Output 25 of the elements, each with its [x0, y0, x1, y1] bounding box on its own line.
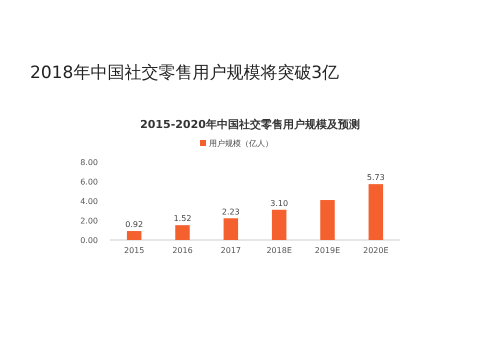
x-tick-label: 2016 — [172, 246, 193, 255]
data-label: 2.23 — [222, 207, 240, 216]
x-tick-label: 2018E — [266, 246, 292, 255]
y-tick-label: 2.00 — [80, 216, 98, 226]
x-tick-label: 2017 — [220, 246, 242, 255]
x-tick-label: 2015 — [124, 246, 144, 255]
data-label: 1.52 — [174, 214, 192, 224]
bar — [272, 210, 286, 240]
y-tick-label: 6.00 — [80, 178, 98, 186]
bar — [368, 184, 384, 240]
data-label: 5.73 — [366, 173, 385, 182]
x-tick-label: 2020E — [363, 246, 389, 255]
chart-subtitle: 2015-2020年中国社交零售用户规模及预测 — [140, 118, 360, 131]
bar — [224, 218, 238, 240]
y-tick-label: 4.00 — [80, 197, 98, 206]
legend-label: 用户规模（亿人） — [209, 139, 273, 148]
x-tick-label: 2019E — [314, 246, 340, 255]
data-label: 0.92 — [125, 220, 144, 230]
y-tick-label: 8.00 — [80, 158, 98, 167]
bar — [320, 200, 335, 240]
data-label: 3.10 — [270, 198, 288, 208]
y-tick-label: 0.00 — [80, 236, 98, 245]
bar — [175, 225, 190, 240]
bar — [126, 231, 142, 240]
chart-title: 2018年中国社交零售用户规模将突破3亿 — [30, 63, 340, 83]
